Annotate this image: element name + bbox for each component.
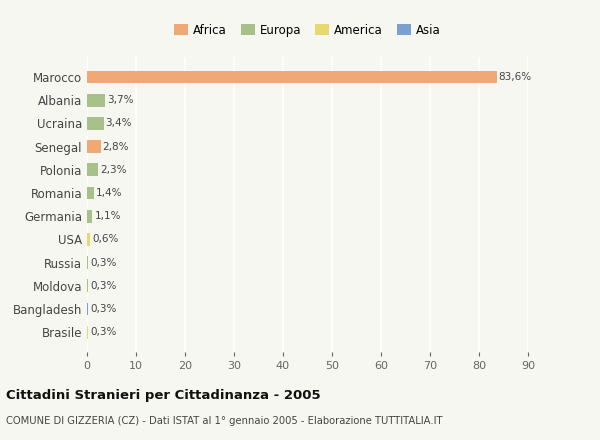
Legend: Africa, Europa, America, Asia: Africa, Europa, America, Asia [172,22,443,40]
Text: 0,3%: 0,3% [91,257,117,268]
Bar [87,210,92,223]
Text: 0,3%: 0,3% [91,281,117,291]
Bar [87,70,497,83]
Bar [87,163,98,176]
Text: 0,6%: 0,6% [92,235,118,244]
Text: 2,3%: 2,3% [100,165,127,175]
Bar [87,94,105,106]
Text: COMUNE DI GIZZERIA (CZ) - Dati ISTAT al 1° gennaio 2005 - Elaborazione TUTTITALI: COMUNE DI GIZZERIA (CZ) - Dati ISTAT al … [6,416,443,426]
Text: 0,3%: 0,3% [91,304,117,314]
Bar [87,256,88,269]
Text: 1,1%: 1,1% [94,211,121,221]
Text: 1,4%: 1,4% [96,188,122,198]
Bar [87,233,90,246]
Text: Cittadini Stranieri per Cittadinanza - 2005: Cittadini Stranieri per Cittadinanza - 2… [6,389,320,403]
Text: 83,6%: 83,6% [499,72,532,82]
Bar [87,140,101,153]
Bar [87,279,88,292]
Bar [87,303,88,315]
Bar [87,117,104,130]
Bar [87,326,88,339]
Text: 3,4%: 3,4% [106,118,132,128]
Text: 3,7%: 3,7% [107,95,134,105]
Text: 0,3%: 0,3% [91,327,117,337]
Bar [87,187,94,199]
Text: 2,8%: 2,8% [103,142,129,152]
